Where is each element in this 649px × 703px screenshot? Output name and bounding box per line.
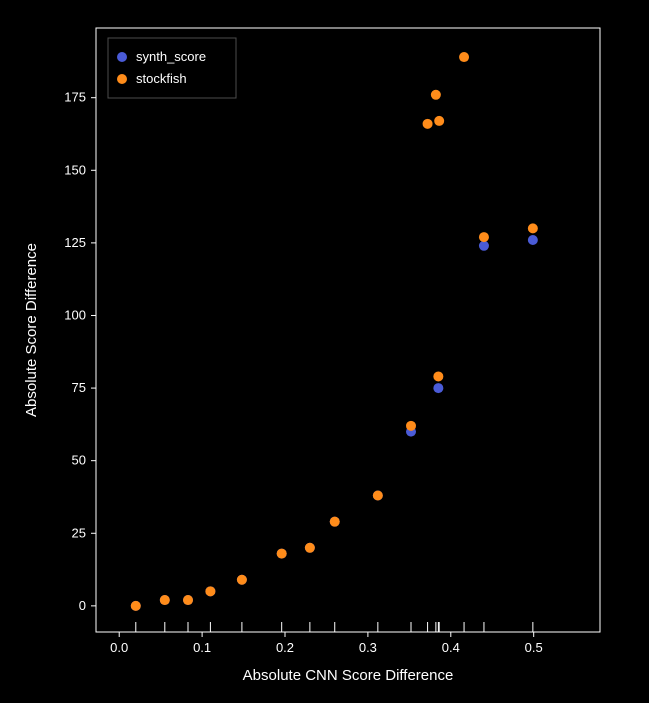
y-tick-label: 0 [79,598,86,613]
data-point-stockfish [277,549,287,559]
data-point-synth_score [433,383,443,393]
data-point-stockfish [131,601,141,611]
data-point-stockfish [330,517,340,527]
data-point-stockfish [434,116,444,126]
x-tick-label: 0.1 [193,640,211,655]
data-point-stockfish [433,371,443,381]
x-tick-label: 0.5 [525,640,543,655]
data-point-stockfish [459,52,469,62]
y-tick-label: 25 [72,525,86,540]
data-point-stockfish [160,595,170,605]
data-point-stockfish [373,491,383,501]
legend-label: synth_score [136,49,206,64]
data-point-stockfish [479,232,489,242]
y-tick-label: 100 [64,307,86,322]
legend-marker [117,52,127,62]
legend-frame [108,38,236,98]
y-tick-label: 125 [64,235,86,250]
legend-marker [117,74,127,84]
chart-bg [0,0,649,703]
legend-label: stockfish [136,71,187,86]
x-axis-label: Absolute CNN Score Difference [243,667,454,684]
data-point-stockfish [305,543,315,553]
y-tick-label: 75 [72,380,86,395]
y-tick-label: 50 [72,453,86,468]
x-tick-label: 0.0 [110,640,128,655]
data-point-synth_score [479,241,489,251]
data-point-stockfish [205,586,215,596]
data-point-stockfish [528,223,538,233]
data-point-stockfish [406,421,416,431]
chart-svg: 0.0 0.1 0.2 0.3 0.4 0.5 0 25 50 75 100 125 150 175 Abs… [0,0,649,703]
y-axis-label: Absolute Score Difference [23,243,40,417]
data-point-stockfish [237,575,247,585]
data-point-stockfish [423,119,433,129]
x-tick-label: 0.2 [276,640,294,655]
x-tick-label: 0.3 [359,640,377,655]
y-tick-label: 150 [64,162,86,177]
x-tick-label: 0.4 [442,640,460,655]
data-point-synth_score [528,235,538,245]
data-point-stockfish [183,595,193,605]
y-tick-label: 175 [64,90,86,105]
data-point-stockfish [431,90,441,100]
scatter-chart: 0.0 0.1 0.2 0.3 0.4 0.5 0 25 50 75 100 125 150 175 Abs… [0,0,649,703]
